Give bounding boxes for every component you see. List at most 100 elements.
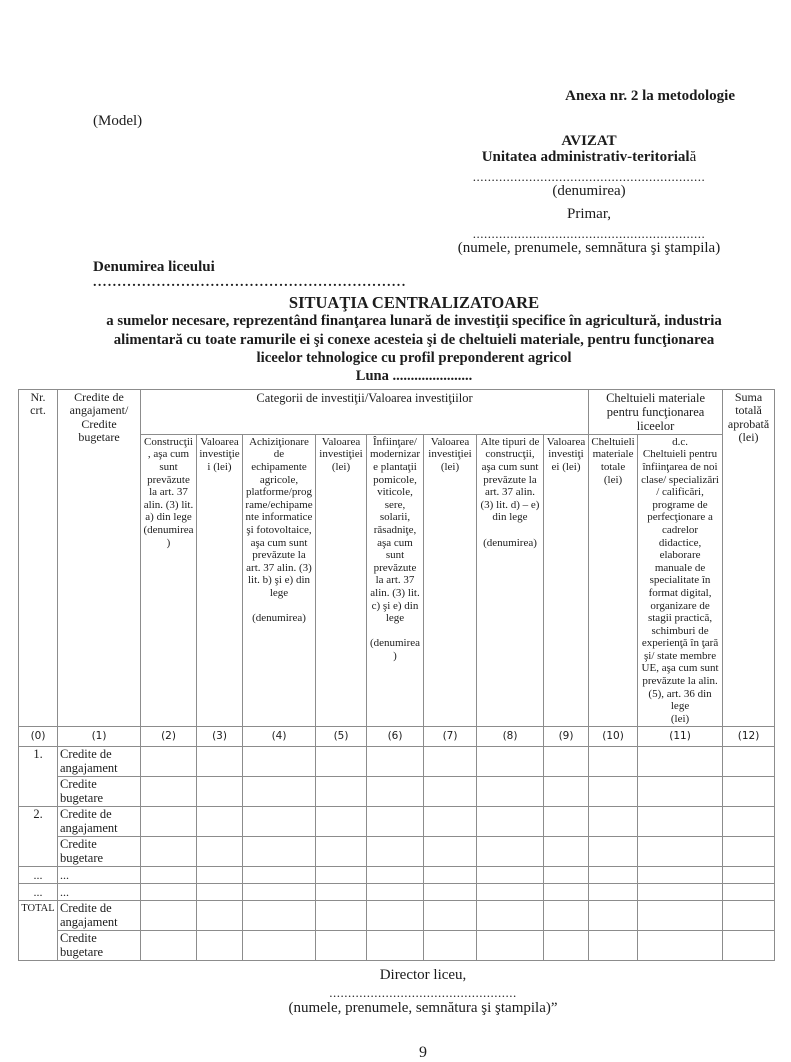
table-row-total: Credite bugetare xyxy=(19,930,776,962)
row-number: ... xyxy=(18,866,58,885)
col-header-nr-crt: Nr. crt. xyxy=(18,388,58,728)
administrative-unit-label: Unitatea administrativ-teritorial xyxy=(481,149,690,165)
empty-cell xyxy=(542,900,590,932)
table-row: ... ... xyxy=(18,883,776,902)
empty-cell xyxy=(366,930,424,962)
empty-cell xyxy=(366,836,424,868)
empty-cell xyxy=(315,900,367,932)
empty-cell xyxy=(476,883,544,902)
col-header-valoare-3: Valoarea investiţiei (lei) xyxy=(423,433,477,728)
col-header-credite: Credite de angajament/ Credite bugetare xyxy=(57,388,141,728)
table-header-row-1: Nr. crt. Credite de angajament/ Credite … xyxy=(18,388,776,728)
empty-cell xyxy=(366,806,424,838)
col-number: (11) xyxy=(637,726,724,748)
col-header-valoare-2: Valoarea investiţiei (lei) xyxy=(315,433,367,728)
empty-cell xyxy=(637,746,724,778)
empty-cell xyxy=(476,836,544,868)
empty-cell xyxy=(722,900,776,932)
denumirea-caption: (denumirea) xyxy=(552,183,626,199)
empty-cell xyxy=(242,806,316,838)
empty-cell xyxy=(542,776,590,808)
empty-cell xyxy=(637,806,724,838)
document-title-block: SITUAŢIA CENTRALIZATOARE a sumelor neces… xyxy=(93,293,735,385)
signature-dotted-line: ........................................… xyxy=(472,170,706,183)
empty-cell xyxy=(196,836,243,868)
empty-cell xyxy=(588,746,639,778)
empty-cell xyxy=(423,806,477,838)
empty-cell xyxy=(476,900,544,932)
empty-cell xyxy=(196,930,243,962)
empty-cell xyxy=(140,836,197,868)
empty-cell xyxy=(315,883,367,902)
empty-cell xyxy=(423,930,477,962)
empty-cell xyxy=(542,836,590,868)
col-number: (5) xyxy=(315,726,367,748)
col-header-dc-cheltuieli: d.c. Cheltuieli pentru înfiinţarea de no… xyxy=(637,433,724,728)
signature-dotted-line: ........................................… xyxy=(472,227,706,240)
empty-cell xyxy=(637,883,724,902)
empty-cell xyxy=(423,883,477,902)
row-label: ... xyxy=(57,866,141,885)
empty-cell xyxy=(140,883,197,902)
col-header-valoare-1: Valoarea investiţiei (lei) xyxy=(196,433,243,728)
empty-cell xyxy=(366,883,424,902)
empty-cell xyxy=(423,900,477,932)
empty-cell xyxy=(637,866,724,885)
row-label: Credite de angajament xyxy=(57,806,141,838)
empty-cell xyxy=(637,836,724,868)
row-number: 2. xyxy=(18,806,58,868)
empty-cell xyxy=(140,866,197,885)
empty-cell xyxy=(366,866,424,885)
director-signature-block: Director liceu, ........................… xyxy=(93,967,753,1016)
col-number: (1) xyxy=(57,726,141,748)
col-number: (2) xyxy=(140,726,197,748)
empty-cell xyxy=(242,900,316,932)
group-header-cheltuieli: Cheltuieli materiale pentru funcţionarea… xyxy=(588,388,724,435)
empty-cell xyxy=(476,776,544,808)
empty-cell xyxy=(242,930,316,962)
table-row-total: TOTAL Credite de angajament xyxy=(18,900,776,962)
col-number: (9) xyxy=(542,726,590,748)
col-header-cheltuieli-totale: Cheltuieli materiale totale (lei) xyxy=(588,433,639,728)
empty-cell xyxy=(423,866,477,885)
row-label: Credite bugetare xyxy=(57,836,141,868)
empty-cell xyxy=(588,836,639,868)
annex-reference: Anexa nr. 2 la metodologie xyxy=(565,88,735,104)
empty-cell xyxy=(588,883,639,902)
row-number: 1. xyxy=(18,746,58,808)
col-number: (0) xyxy=(18,726,58,748)
empty-cell xyxy=(722,866,776,885)
empty-cell xyxy=(588,776,639,808)
director-label: Director liceu, xyxy=(379,967,467,984)
col-number: (12) xyxy=(722,726,776,748)
row-number: ... xyxy=(18,883,58,902)
col-number: (7) xyxy=(423,726,477,748)
empty-cell xyxy=(366,746,424,778)
empty-cell xyxy=(722,746,776,778)
col-header-valoare-4: Valoarea investiţiei (lei) xyxy=(542,433,590,728)
empty-cell xyxy=(315,836,367,868)
empty-cell xyxy=(542,930,590,962)
col-header-achizitionare: Achiziţionare de echipamente agricole, p… xyxy=(242,433,316,728)
col-header-constructii: Construcţii, aşa cum sunt prevăzute la a… xyxy=(140,433,197,728)
empty-cell xyxy=(315,776,367,808)
signature-dotted-line: ........................................… xyxy=(329,985,517,1001)
empty-cell xyxy=(140,776,197,808)
empty-cell xyxy=(315,746,367,778)
column-numbering-row: (0) (1) (2) (3) (4) (5) (6) (7) (8) (9) … xyxy=(18,726,776,748)
empty-cell xyxy=(366,900,424,932)
empty-cell xyxy=(476,806,544,838)
empty-cell xyxy=(423,776,477,808)
empty-cell xyxy=(588,900,639,932)
page-title: SITUAŢIA CENTRALIZATOARE xyxy=(288,293,540,312)
empty-cell xyxy=(140,930,197,962)
avizat-heading: AVIZAT xyxy=(561,133,617,149)
col-number: (4) xyxy=(242,726,316,748)
empty-cell xyxy=(315,930,367,962)
empty-cell xyxy=(722,776,776,808)
empty-cell xyxy=(637,930,724,962)
empty-cell xyxy=(242,836,316,868)
empty-cell xyxy=(542,806,590,838)
empty-cell xyxy=(315,806,367,838)
